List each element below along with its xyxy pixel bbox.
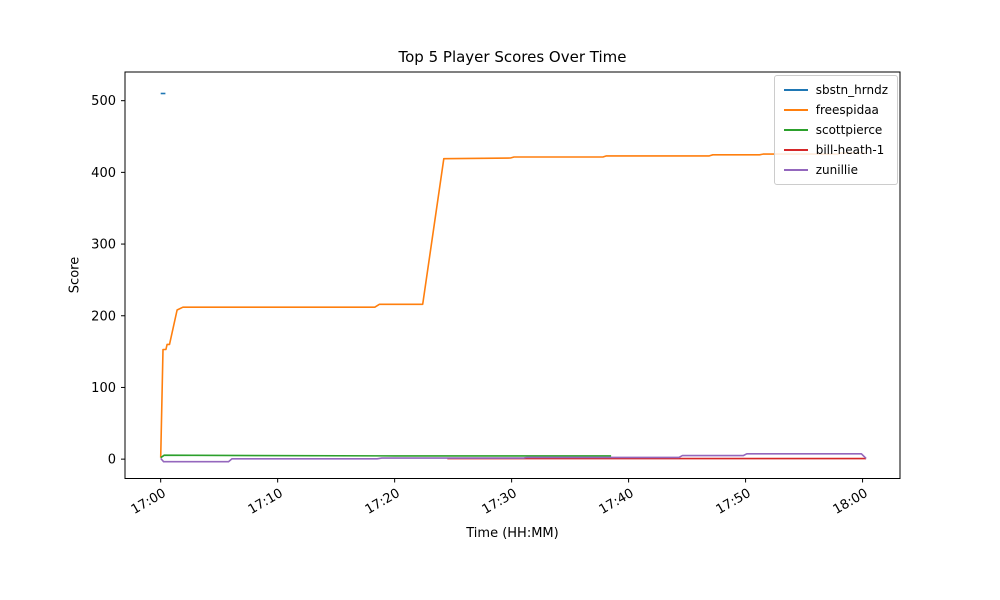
axes-background	[125, 72, 900, 479]
legend-line-swatch	[783, 149, 808, 151]
series-line-freespidaa	[159, 152, 867, 458]
y-tick-label: 500	[91, 94, 116, 109]
y-tick-label: 400	[91, 166, 116, 181]
x-tick-label: 17:10	[246, 486, 286, 518]
legend-line-swatch	[783, 169, 808, 171]
legend-label: bill-heath-1	[815, 143, 885, 157]
x-tick-label: 17:40	[597, 486, 637, 518]
legend-entry: freespidaa	[783, 101, 888, 119]
axes-frame	[124, 71, 901, 479]
legend-entry: sbstn_hrndz	[783, 81, 888, 99]
chart-title: Top 5 Player Scores Over Time	[398, 48, 627, 66]
y-tick-label: 0	[108, 453, 116, 468]
x-tick-label: 17:00	[129, 486, 169, 518]
legend-line-swatch	[783, 129, 808, 131]
y-tick-label: 100	[91, 381, 116, 396]
y-tick-label: 200	[91, 309, 116, 324]
series-line-zunillie	[160, 452, 867, 463]
x-tick-label: 17:20	[363, 486, 403, 518]
legend-entry: scottpierce	[783, 121, 888, 139]
legend-entry: bill-heath-1	[783, 141, 888, 159]
legend-line-swatch	[783, 89, 808, 91]
y-tick-label: 300	[91, 238, 116, 253]
legend-line-swatch	[783, 109, 808, 111]
x-tick-label: 18:00	[831, 486, 871, 518]
legend-label: freespidaa	[815, 103, 879, 117]
legend-label: sbstn_hrndz	[815, 83, 888, 97]
series-line-scottpierce	[160, 454, 612, 459]
x-tick-label: 17:30	[480, 486, 520, 518]
legend-entry: zunillie	[783, 161, 888, 179]
x-axis-label: Time (HH:MM)	[466, 526, 559, 541]
chart-legend: sbstn_hrndz freespidaa scottpierce bill-hea…	[773, 75, 898, 185]
x-tick-label: 17:50	[714, 486, 754, 518]
legend-label: zunillie	[815, 163, 858, 177]
legend-label: scottpierce	[815, 123, 883, 137]
